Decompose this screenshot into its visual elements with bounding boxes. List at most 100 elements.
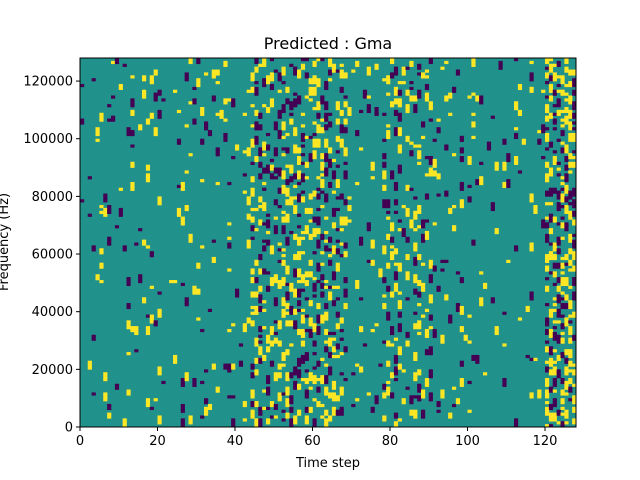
heatmap-cell bbox=[316, 138, 321, 142]
heatmap-cell bbox=[126, 282, 131, 287]
heatmap-cell bbox=[308, 323, 313, 327]
heatmap-cell bbox=[405, 213, 410, 217]
heatmap-cell bbox=[343, 251, 348, 255]
heatmap-cell bbox=[196, 78, 201, 82]
heatmap-cell bbox=[382, 153, 387, 157]
heatmap-cell bbox=[149, 115, 154, 119]
heatmap-cell bbox=[293, 101, 298, 105]
heatmap-cell bbox=[285, 181, 290, 186]
heatmap-cell bbox=[107, 236, 112, 240]
heatmap-cell bbox=[556, 354, 561, 359]
heatmap-cell bbox=[262, 202, 267, 206]
heatmap-cell bbox=[293, 320, 298, 324]
heatmap-cell bbox=[556, 98, 561, 102]
heatmap-cell bbox=[452, 225, 457, 229]
heatmap-cell bbox=[250, 323, 255, 327]
heatmap-cell bbox=[118, 83, 123, 88]
heatmap-cell bbox=[316, 403, 321, 408]
heatmap-cell bbox=[281, 72, 286, 76]
heatmap-cell bbox=[258, 219, 263, 223]
heatmap-cell bbox=[231, 323, 236, 327]
heatmap-cell bbox=[266, 418, 271, 422]
heatmap-cell bbox=[545, 366, 550, 370]
heatmap-cell bbox=[250, 161, 255, 165]
heatmap-cell bbox=[393, 288, 399, 292]
heatmap-cell bbox=[328, 340, 333, 344]
heatmap-cell bbox=[180, 380, 185, 385]
heatmap-cell bbox=[335, 184, 340, 189]
heatmap-cell bbox=[316, 389, 321, 393]
heatmap-cell bbox=[467, 199, 472, 203]
heatmap-cell bbox=[572, 334, 577, 338]
heatmap-cell bbox=[490, 297, 495, 301]
heatmap-cell bbox=[552, 403, 557, 408]
heatmap-cell bbox=[355, 63, 360, 67]
heatmap-cell bbox=[548, 386, 554, 390]
heatmap-cell bbox=[266, 147, 271, 151]
heatmap-cell bbox=[266, 377, 271, 382]
heatmap-cell bbox=[289, 401, 294, 405]
heatmap-cell bbox=[397, 300, 402, 304]
heatmap-cell bbox=[250, 305, 255, 310]
heatmap-cell bbox=[568, 170, 573, 174]
heatmap-cell bbox=[556, 300, 561, 304]
heatmap-cell bbox=[331, 383, 337, 387]
heatmap-cell bbox=[545, 66, 550, 70]
heatmap-cell bbox=[320, 294, 325, 298]
heatmap-cell bbox=[304, 406, 309, 410]
heatmap-cell bbox=[324, 86, 329, 91]
heatmap-cell bbox=[548, 170, 554, 174]
heatmap-cell bbox=[397, 352, 402, 356]
heatmap-cell bbox=[382, 184, 387, 189]
heatmap-cell bbox=[370, 176, 375, 180]
heatmap-cell bbox=[428, 274, 433, 278]
heatmap-cell bbox=[328, 58, 333, 62]
heatmap-cell bbox=[428, 104, 433, 108]
heatmap-cell bbox=[324, 424, 329, 428]
heatmap-cell bbox=[335, 118, 340, 122]
heatmap-cell bbox=[556, 63, 561, 67]
heatmap-cell bbox=[328, 248, 333, 252]
heatmap-cell bbox=[157, 314, 162, 318]
heatmap-cell bbox=[545, 72, 550, 76]
heatmap-cell bbox=[548, 193, 554, 197]
heatmap-cell bbox=[374, 398, 379, 402]
heatmap-cell bbox=[320, 291, 325, 295]
heatmap-cell bbox=[157, 308, 162, 312]
heatmap-cell bbox=[262, 245, 267, 249]
heatmap-cell bbox=[328, 161, 333, 165]
heatmap-cell bbox=[393, 210, 399, 214]
heatmap-cell bbox=[258, 271, 263, 275]
heatmap-cell bbox=[343, 305, 348, 310]
heatmap-cell bbox=[184, 78, 189, 82]
heatmap-cell bbox=[316, 101, 321, 105]
heatmap-cell bbox=[289, 118, 294, 122]
heatmap-cell bbox=[297, 150, 302, 154]
heatmap-cell bbox=[424, 196, 430, 200]
heatmap-cell bbox=[246, 196, 251, 200]
heatmap-cell bbox=[572, 210, 577, 214]
heatmap-cell bbox=[281, 303, 286, 307]
heatmap-cell bbox=[401, 72, 406, 76]
heatmap-cell bbox=[250, 193, 255, 197]
heatmap-cell bbox=[250, 401, 255, 405]
heatmap-cell bbox=[572, 81, 577, 85]
heatmap-cell bbox=[293, 380, 298, 385]
heatmap-cell bbox=[572, 121, 577, 125]
heatmap-cell bbox=[308, 158, 313, 163]
heatmap-cell bbox=[568, 112, 573, 116]
heatmap-cell bbox=[386, 265, 391, 269]
heatmap-cell bbox=[572, 418, 577, 422]
heatmap-cell bbox=[448, 320, 453, 324]
heatmap-cell bbox=[498, 66, 503, 70]
y-tick-label: 120000 bbox=[23, 75, 73, 90]
x-tick-label: 60 bbox=[304, 434, 321, 449]
heatmap-cell bbox=[269, 415, 275, 419]
heatmap-cell bbox=[277, 372, 282, 376]
heatmap-cell bbox=[281, 187, 286, 191]
heatmap-cell bbox=[184, 207, 189, 212]
heatmap-cell bbox=[235, 294, 240, 298]
heatmap-cell bbox=[564, 421, 569, 425]
heatmap-cell bbox=[320, 357, 325, 361]
heatmap-cell bbox=[316, 386, 321, 390]
